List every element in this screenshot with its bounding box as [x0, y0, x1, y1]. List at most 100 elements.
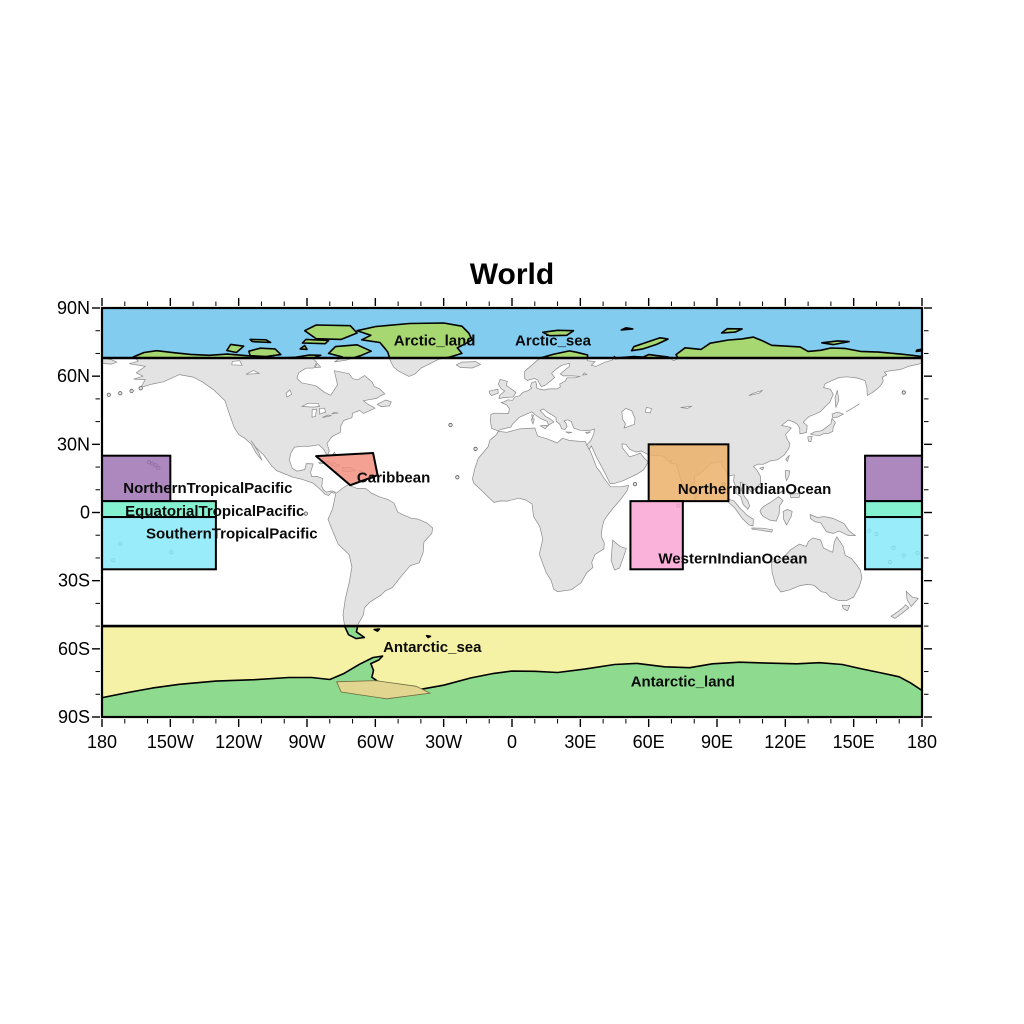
y-tick-label: 60N	[57, 366, 90, 386]
landmass	[759, 496, 784, 522]
band-arctic-land	[249, 338, 272, 344]
band-arctic-land	[327, 343, 373, 358]
plot-border	[100, 306, 924, 719]
x-tick-label: 30W	[425, 732, 462, 752]
island-dot	[455, 475, 460, 480]
band-arctic-land	[630, 336, 669, 352]
band-arctic-land	[538, 336, 922, 358]
island-dot	[118, 391, 123, 396]
lake	[581, 372, 588, 376]
landmass	[376, 399, 392, 407]
y-tick-label: 30S	[58, 571, 90, 591]
lake	[285, 389, 292, 398]
x-tick-label: 180	[907, 732, 937, 752]
x-tick-label: 30E	[564, 732, 596, 752]
chart-title: World	[470, 258, 554, 291]
landmass	[890, 604, 910, 619]
lake	[680, 405, 693, 409]
x-tick-label: 90E	[701, 732, 733, 752]
landmass	[490, 336, 922, 510]
region-label-equatorialtropicalpacific: EquatorialTropicalPacific	[125, 503, 304, 520]
band-antarctic-land	[343, 626, 366, 640]
band-arctic-land	[541, 329, 575, 337]
region-label-caribbean: Caribbean	[357, 470, 430, 487]
band-antarctic-land	[373, 628, 381, 632]
region-southerntropicalpacific	[102, 516, 217, 571]
landmass	[831, 411, 844, 418]
axis-ticks	[92, 298, 932, 727]
lake	[231, 360, 243, 366]
region-label-antarctic_land: Antarctic_land	[631, 673, 735, 690]
region-label-southerntropicalpacific: SouthernTropicalPacific	[146, 525, 318, 542]
lake	[319, 407, 327, 415]
region-label-arctic_sea: Arctic_sea	[515, 332, 592, 349]
x-tick-label: 120W	[215, 732, 262, 752]
x-tick-label: 60E	[633, 732, 665, 752]
landmass	[759, 466, 765, 471]
x-tick-label: 90W	[288, 732, 325, 752]
y-tick-label: 60S	[58, 639, 90, 659]
landmass	[807, 435, 813, 443]
island-dot	[448, 422, 453, 428]
region-label-antarctic_sea: Antarctic_sea	[383, 639, 482, 656]
band-arctic-land	[356, 322, 473, 358]
x-tick-label: 180	[87, 732, 117, 752]
landmass	[497, 378, 517, 400]
island-dot	[303, 511, 308, 516]
y-tick-label: 30N	[57, 434, 90, 454]
region-southerntropicalpacific	[864, 516, 922, 571]
region-label-westernindianocean: WesternIndianOcean	[658, 551, 807, 568]
landmass	[751, 527, 773, 533]
landmass	[455, 361, 481, 369]
x-tick-label: 120E	[764, 732, 806, 752]
landmass	[905, 590, 919, 607]
island-dot	[106, 392, 111, 397]
landmass	[472, 427, 629, 592]
region-westernindianocean	[629, 500, 684, 571]
x-tick-label: 150W	[147, 732, 194, 752]
band-arctic-land	[248, 347, 282, 358]
landmass	[728, 498, 754, 527]
regions-layer	[102, 443, 922, 571]
lake	[311, 408, 318, 418]
landmass	[784, 470, 791, 482]
landmass	[327, 484, 434, 639]
region-equatorialtropicalpacific	[864, 500, 922, 519]
island-dot	[901, 390, 906, 395]
x-tick-label: 60W	[357, 732, 394, 752]
landmass	[810, 417, 836, 437]
landmass	[841, 604, 851, 612]
landmass	[809, 514, 856, 537]
island-dot	[473, 446, 478, 451]
landmass	[530, 418, 535, 425]
y-tick-label: 0	[80, 503, 90, 523]
lake	[300, 402, 321, 408]
band-antarctic-land	[425, 634, 432, 639]
landmass	[539, 425, 548, 430]
band-arctic-land	[301, 338, 330, 345]
region-label-northernindianocean: NorthernIndianOcean	[678, 481, 831, 498]
arctic-band-layer	[102, 308, 922, 358]
landmass	[128, 350, 386, 496]
landmass	[834, 389, 840, 408]
lake	[644, 407, 652, 414]
band-arctic-land	[720, 327, 743, 334]
region-caribbean	[315, 452, 379, 487]
lake	[621, 407, 636, 429]
lake	[245, 370, 261, 375]
ice-shelf	[335, 680, 432, 700]
landmass	[565, 431, 573, 434]
region-northernindianocean	[647, 443, 730, 503]
band-arctic-land	[820, 340, 850, 346]
landmass	[846, 403, 860, 413]
island-dot	[138, 386, 143, 391]
region-label-northerntropicalpacific: NorthernTropicalPacific	[123, 480, 292, 497]
antarctic-band-layer	[102, 626, 922, 717]
band-arctic-land	[226, 343, 245, 354]
landmass	[610, 539, 627, 571]
landmass	[488, 388, 499, 396]
landmass	[585, 431, 591, 434]
island-dot	[632, 481, 638, 487]
